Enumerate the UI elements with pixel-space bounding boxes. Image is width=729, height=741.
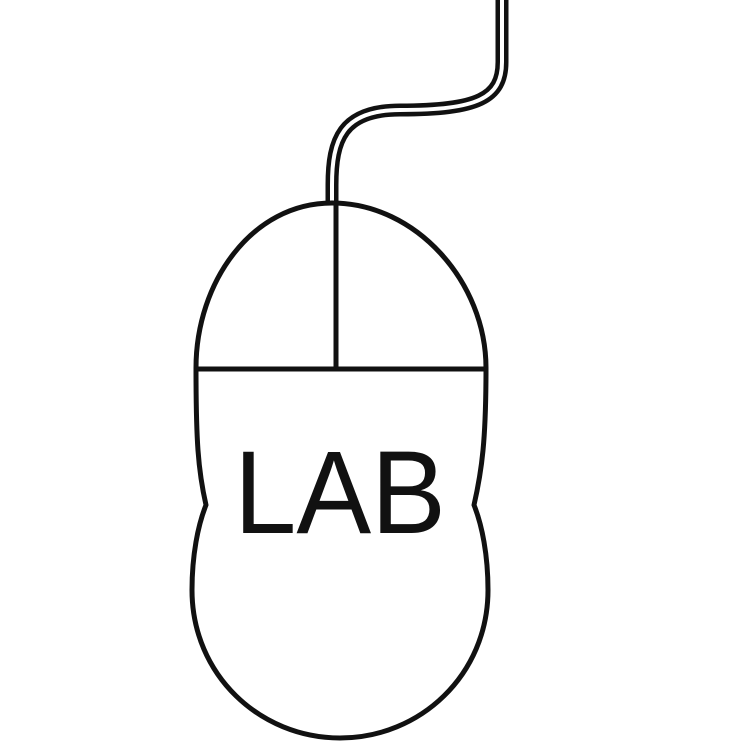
- mouse-cable-icon: [325, 0, 509, 205]
- mouse-body: [189, 200, 491, 741]
- mouse-label: LAB: [234, 427, 446, 559]
